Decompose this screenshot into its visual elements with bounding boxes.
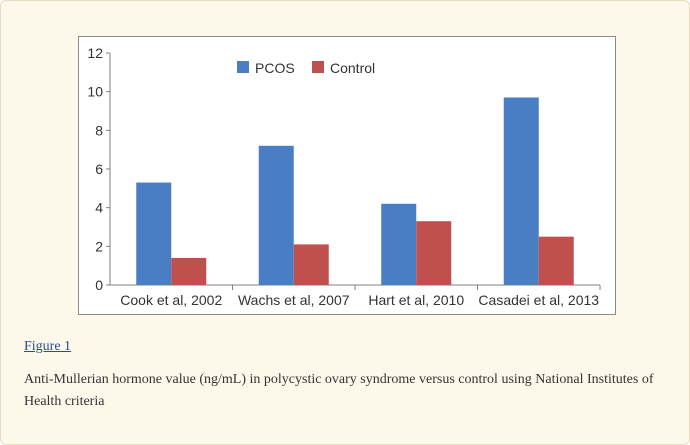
- bar-control-4: [538, 236, 574, 285]
- y-tick-label: 12: [87, 45, 103, 61]
- y-tick-label: 10: [87, 84, 103, 100]
- y-tick-label: 6: [95, 161, 103, 177]
- chart-frame: 0 2 4 6 8 10 12 Cook et al, 2002 Wachs et al, 20…: [78, 36, 616, 315]
- bar-chart: 0 2 4 6 8 10 12 Cook et al, 2002 Wachs et al, 20…: [87, 45, 601, 308]
- figure-link[interactable]: Figure 1: [24, 339, 72, 354]
- x-tick-label: Cook et al, 2002: [120, 292, 222, 308]
- x-tick-label: Wachs et al, 2007: [238, 292, 350, 308]
- bar-pcos-1: [136, 182, 172, 285]
- bar-control-1: [171, 257, 207, 285]
- legend-swatch-pcos: [237, 61, 249, 73]
- y-tick-label: 4: [95, 200, 103, 216]
- x-tick-label: Casadei et al, 2013: [478, 292, 599, 308]
- legend-swatch-control: [312, 61, 324, 73]
- bar-control-3: [416, 221, 452, 285]
- legend-label-pcos: PCOS: [255, 60, 295, 76]
- bar-pcos-4: [503, 97, 539, 285]
- x-tick-label: Hart et al, 2010: [368, 292, 464, 308]
- y-tick-label: 8: [95, 122, 103, 138]
- legend-label-control: Control: [330, 60, 375, 76]
- y-tick-label: 2: [95, 238, 103, 254]
- y-tick-label: 0: [95, 277, 103, 293]
- bar-control-2: [293, 244, 329, 285]
- bar-pcos-3: [381, 203, 417, 285]
- figure-caption: Anti-Mullerian hormone value (ng/mL) in …: [24, 372, 654, 409]
- bar-pcos-2: [258, 145, 294, 285]
